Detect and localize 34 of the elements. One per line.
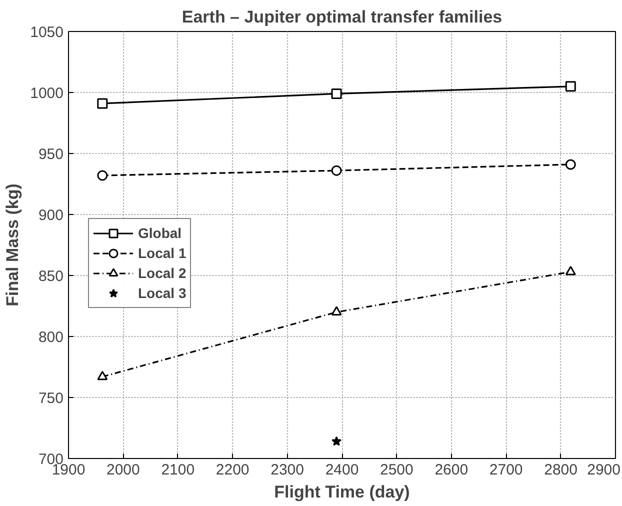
point	[331, 88, 342, 99]
point	[565, 266, 576, 276]
point	[97, 370, 108, 380]
point	[565, 159, 576, 170]
x-tick-label: 2400	[325, 462, 359, 478]
y-tick-label: 1000	[30, 85, 64, 102]
y-tick-label: 800	[38, 329, 64, 346]
x-tick-label: 2100	[161, 462, 195, 478]
point	[97, 170, 108, 181]
legend-label: Local 3	[138, 285, 186, 301]
y-tick-label: 950	[38, 146, 64, 163]
y-tick-label: 850	[38, 268, 64, 285]
x-tick-label: 2000	[106, 462, 140, 478]
legend-label: Local 2	[138, 265, 186, 281]
x-tick-label: 2200	[216, 462, 250, 478]
y-axis-title: Final Mass (kg)	[3, 184, 22, 306]
point	[331, 306, 342, 316]
point	[332, 436, 342, 446]
x-tick-label: 2300	[270, 462, 304, 478]
point	[565, 81, 576, 92]
y-tick-label: 1050	[30, 24, 64, 41]
x-tick-label: 2500	[380, 462, 414, 478]
x-axis-title: Flight Time (day)	[274, 482, 410, 502]
point	[331, 165, 342, 176]
x-tick-label: 2900	[587, 462, 621, 478]
x-tick-label: 2600	[434, 462, 468, 478]
point	[97, 98, 108, 109]
x-tick-label: 2800	[544, 462, 578, 478]
legend-label: Local 1	[138, 245, 186, 261]
chart-title: Earth – Jupiter optimal transfer families	[182, 8, 502, 26]
x-tick-label: 2700	[489, 462, 523, 478]
y-tick-label: 750	[38, 390, 64, 407]
y-tick-label: 900	[38, 207, 64, 224]
legend-label: Global	[138, 225, 182, 241]
